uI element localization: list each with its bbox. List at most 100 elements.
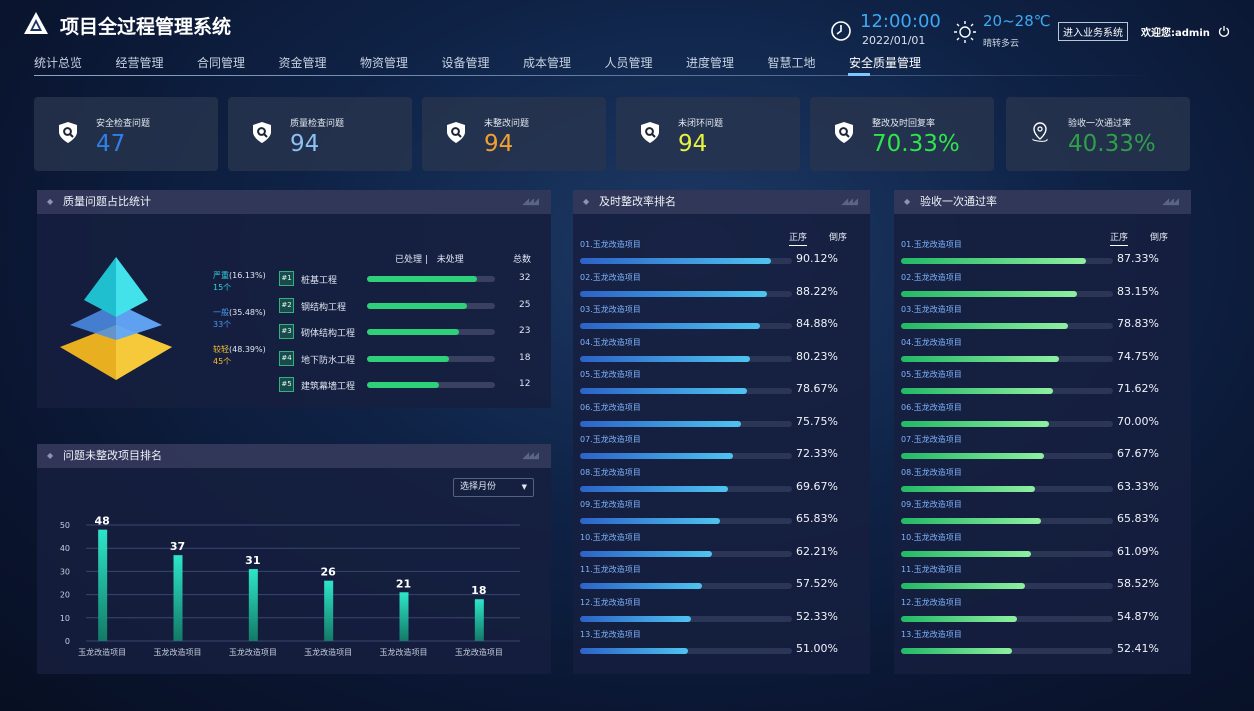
rank-item-name: 10.玉龙改造项目	[901, 532, 962, 542]
nav-tab[interactable]: 安全质量管理	[849, 56, 922, 70]
rank-value: 74.75%	[1117, 349, 1159, 363]
logo-icon	[24, 12, 48, 34]
kpi-value: 94	[484, 131, 514, 157]
nav-tab[interactable]: 设备管理	[441, 56, 490, 70]
progress-fill	[367, 329, 460, 335]
nav-tab[interactable]: 统计总览	[34, 56, 83, 70]
rank-track	[580, 355, 792, 362]
location-pin-icon	[1032, 122, 1048, 142]
project-row: #1 桩基工程 32	[279, 271, 539, 287]
nav-tab[interactable]: 人员管理	[604, 56, 653, 70]
rank-track	[580, 388, 792, 394]
power-icon[interactable]	[1218, 25, 1230, 37]
kpi-card: 验收一次通过率 40.33%	[1006, 97, 1190, 171]
pyramid-legend-item: 严重(16.13%) 15个	[213, 270, 266, 294]
rank-value: 63.33%	[1117, 479, 1159, 493]
rank-track	[901, 550, 1113, 557]
rank-value: 69.67%	[796, 479, 838, 493]
rank-track	[901, 485, 1113, 492]
enter-business-system-button[interactable]: 进入业务系统	[1058, 22, 1128, 41]
rank-value: 61.09%	[1117, 544, 1159, 558]
header-decoration: ◢◢◢	[522, 451, 539, 461]
project-name: 钢结构工程	[301, 302, 347, 313]
project-total: 12	[519, 379, 531, 389]
rank-item-name: 11.玉龙改造项目	[901, 565, 962, 574]
kpi-value: 94	[290, 131, 320, 157]
rank-fill	[580, 485, 728, 492]
bar	[324, 580, 334, 641]
sort-asc-button[interactable]: 正序	[789, 230, 808, 246]
rank-item-name: 04.玉龙改造项目	[901, 337, 962, 347]
progress-fill	[367, 302, 467, 309]
kpi-label: 验收一次通过率	[1068, 119, 1132, 129]
total-header: 总数	[513, 255, 532, 265]
rank-track	[580, 615, 792, 622]
rank-fill	[580, 550, 712, 557]
rank-item-name: 01.玉龙改造项目	[901, 240, 962, 249]
rank-track	[580, 485, 792, 492]
rank-item-name: 02.玉龙改造项目	[901, 272, 962, 282]
rank-fill	[580, 615, 691, 622]
rank-fill	[901, 388, 1053, 394]
x-tick-label: 玉龙改造项目	[455, 647, 503, 657]
y-tick-label: 20	[60, 591, 70, 600]
rank-item-name: 06.玉龙改造项目	[580, 402, 641, 412]
sort-desc-button[interactable]: 倒序	[1150, 233, 1169, 243]
status-header: 已处理 | 未处理	[395, 255, 464, 265]
rank-fill	[580, 648, 689, 654]
rank-item-name: 08.玉龙改造项目	[580, 467, 641, 477]
nav-tab[interactable]: 资金管理	[278, 56, 327, 70]
rank-badge: #1	[279, 271, 294, 286]
project-name: 桩基工程	[301, 276, 338, 286]
rank-value: 52.41%	[1117, 642, 1159, 655]
progress-track	[367, 382, 495, 388]
panel-title-text: 质量问题占比统计	[63, 195, 151, 208]
sun-icon	[954, 21, 976, 43]
rank-track	[901, 615, 1113, 622]
sort-desc-button[interactable]: 倒序	[829, 233, 848, 243]
project-total: 32	[519, 273, 531, 283]
rank-item-name: 13.玉龙改造项目	[580, 630, 641, 639]
bar-value-label: 37	[170, 540, 185, 553]
rank-fill	[901, 485, 1036, 492]
nav-tab[interactable]: 成本管理	[523, 56, 572, 70]
y-tick-label: 10	[60, 614, 70, 623]
progress-track	[367, 329, 495, 335]
project-row: #4 地下防水工程 18	[279, 350, 539, 367]
rank-item-name: 04.玉龙改造项目	[580, 337, 641, 347]
bar-value-label: 48	[95, 515, 110, 528]
rank-fill	[580, 388, 747, 394]
nav-tab[interactable]: 物资管理	[360, 56, 409, 70]
rank-track	[580, 583, 792, 589]
kpi-card: 未整改问题 94	[422, 97, 606, 171]
rank-track	[901, 258, 1113, 264]
panel-title: 质量问题占比统计 ◢◢◢	[37, 190, 551, 214]
bar-value-label: 18	[471, 584, 486, 597]
sort-asc-button[interactable]: 正序	[1110, 230, 1129, 246]
rank-fill	[901, 518, 1041, 524]
nav-tab[interactable]: 经营管理	[115, 56, 164, 70]
y-tick-label: 50	[60, 521, 70, 530]
rank-item-name: 05.玉龙改造项目	[580, 370, 641, 379]
panel-title: 问题未整改项目排名 ◢◢◢	[37, 444, 551, 468]
rank-fill	[901, 420, 1050, 427]
kpi-value: 40.33%	[1068, 131, 1156, 157]
month-select[interactable]: 选择月份 ▼	[453, 478, 534, 497]
nav-tab[interactable]: 合同管理	[197, 56, 246, 70]
panel-title: 验收一次通过率 ◢◢◢	[894, 190, 1191, 214]
rank-value: 67.67%	[1117, 447, 1159, 460]
nav-tab[interactable]: 进度管理	[686, 56, 735, 70]
nav-tab[interactable]: 智慧工地	[767, 56, 816, 70]
month-select-value: 选择月份	[460, 482, 497, 492]
level-name: 严重	[213, 271, 229, 280]
rank-badge: #3	[279, 324, 294, 339]
x-tick-label: 玉龙改造项目	[229, 647, 277, 657]
header-decoration: ◢◢◢	[1162, 197, 1179, 207]
rank-track	[901, 583, 1113, 589]
main-nav: 统计总览 经营管理 合同管理 资金管理 物资管理 设备管理 成本管理 人员管理 进度管理 智慧工地…	[34, 54, 931, 71]
panel-title: 及时整改率排名 ◢◢◢	[573, 190, 870, 214]
progress-fill	[367, 276, 478, 282]
rank-badge: #2	[279, 297, 294, 313]
rank-item-name: 06.玉龙改造项目	[901, 402, 962, 412]
rank-value: 72.33%	[796, 447, 838, 460]
